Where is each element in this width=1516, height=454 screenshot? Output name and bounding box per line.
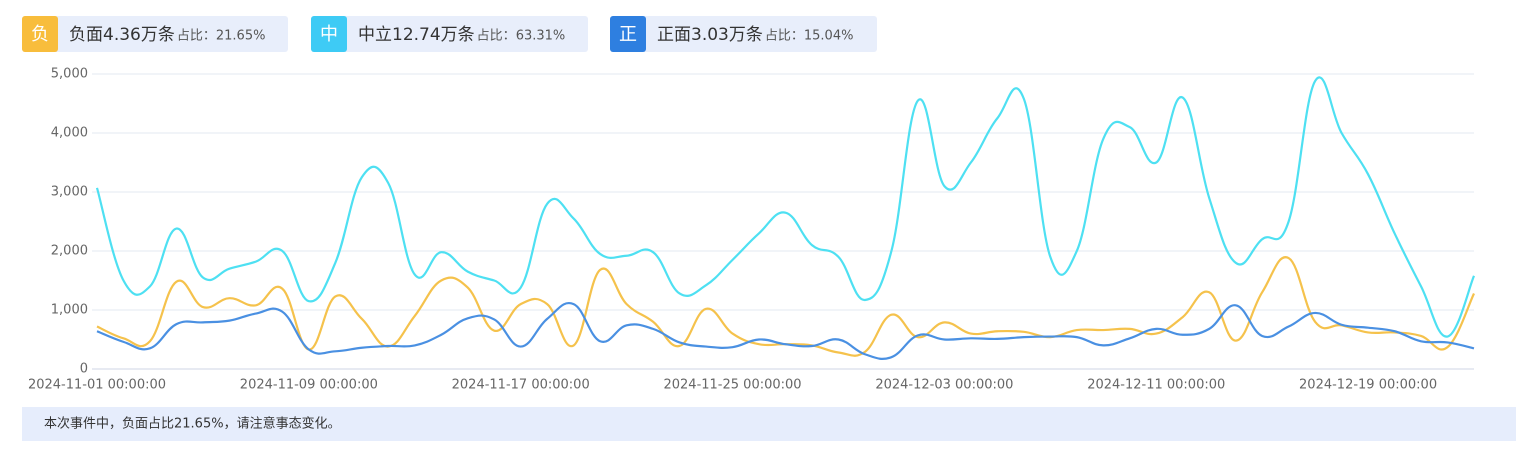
legend-badge [311, 16, 347, 52]
legend-box [311, 16, 588, 52]
legend-share-label: 占比： [477, 29, 516, 44]
y-tick-label: 0 [80, 362, 88, 377]
legend-share: 15.04% [804, 29, 854, 44]
legend-badge [22, 16, 58, 52]
legend-box [610, 16, 877, 52]
legend-name: 正面3.03万条 [657, 25, 763, 45]
y-tick-label: 5,000 [51, 67, 88, 82]
note-box [22, 407, 1516, 441]
legend-badge-text: 中 [320, 24, 338, 45]
legend-share: 63.31% [516, 29, 566, 44]
x-tick-label: 2024-12-03 00:00:00 [875, 378, 1013, 393]
series-line [96, 302, 1475, 360]
x-tick-label: 2024-11-17 00:00:00 [452, 378, 590, 393]
legend-box [22, 16, 288, 52]
y-tick-label: 4,000 [51, 126, 88, 141]
x-tick-label: 2024-12-11 00:00:00 [1087, 378, 1225, 393]
y-tick-label: 2,000 [51, 244, 88, 259]
legend-share: 21.65% [216, 29, 266, 44]
x-tick-label: 2024-12-19 00:00:00 [1299, 378, 1437, 393]
x-tick-label: 2024-11-01 00:00:00 [28, 378, 166, 393]
legend-share-label: 占比： [177, 29, 216, 44]
series-line [96, 256, 1475, 357]
note: 本次事件中，负面占比21.65%，请注意事态变化。 [44, 416, 341, 432]
legend-badge-text: 正 [619, 24, 637, 45]
y-tick-label: 3,000 [51, 185, 88, 200]
legend-badge [610, 16, 646, 52]
legend-share-label: 占比： [765, 29, 804, 44]
series-line [95, 76, 1476, 338]
legend-name: 中立12.74万条 [358, 25, 475, 45]
legend-badge-text: 负 [31, 24, 49, 45]
x-tick-label: 2024-11-25 00:00:00 [663, 378, 801, 393]
x-tick-label: 2024-11-09 00:00:00 [240, 378, 378, 393]
legend-name: 负面4.36万条 [69, 25, 175, 45]
y-tick-label: 1,000 [51, 303, 88, 318]
